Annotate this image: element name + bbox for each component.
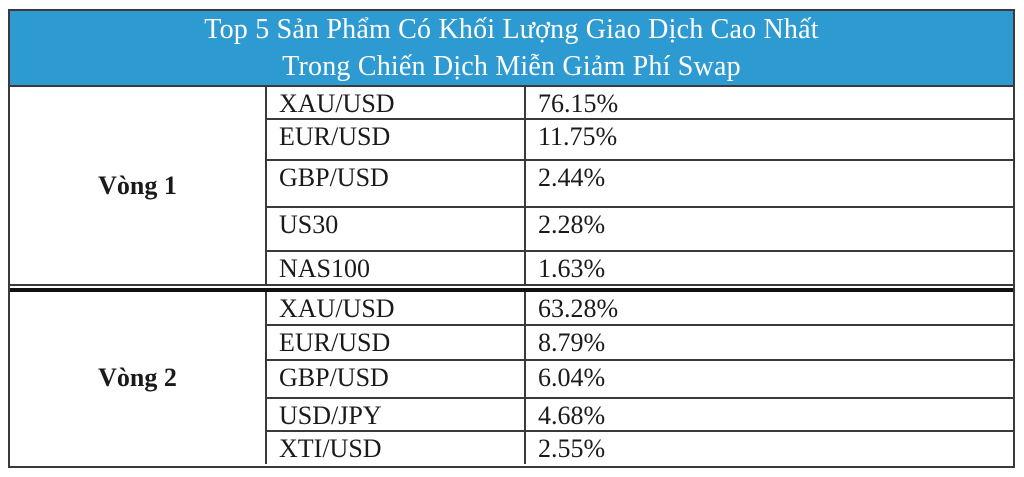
share-cell: 8.79%	[526, 326, 1013, 361]
product-cell: US30	[267, 208, 526, 252]
share-cell: 76.15%	[526, 87, 1013, 120]
section-vong-1: Vòng 1 XAU/USD 76.15% EUR/USD 11.75% GBP…	[10, 87, 1013, 286]
section-divider	[10, 288, 1013, 292]
round-label: Vòng 1	[10, 87, 267, 284]
product-cell: EUR/USD	[267, 326, 526, 361]
product-cell: XTI/USD	[267, 432, 526, 464]
share-cell: 2.44%	[526, 161, 1013, 208]
product-cell: XAU/USD	[267, 292, 526, 326]
product-cell: GBP/USD	[267, 361, 526, 399]
product-cell: XAU/USD	[267, 87, 526, 120]
table-title-line2: Trong Chiến Dịch Miễn Giảm Phí Swap	[282, 51, 741, 82]
share-cell: 63.28%	[526, 292, 1013, 326]
share-cell: 1.63%	[538, 254, 606, 283]
round-label: Vòng 2	[10, 292, 267, 464]
share-cell: 4.68%	[526, 399, 1013, 432]
product-cell: NAS100	[267, 252, 526, 284]
share-cell: 2.28%	[526, 208, 1013, 252]
section-vong-2: Vòng 2 XAU/USD 63.28% EUR/USD 8.79% GBP/…	[10, 292, 1013, 464]
swap-top5-table: Top 5 Sản Phẩm Có Khối Lượng Giao Dịch C…	[8, 9, 1015, 468]
product-cell: EUR/USD	[267, 120, 526, 161]
table-title-line1: Top 5 Sản Phẩm Có Khối Lượng Giao Dịch C…	[204, 14, 819, 45]
table-header: Top 5 Sản Phẩm Có Khối Lượng Giao Dịch C…	[10, 11, 1013, 87]
share-cell: 11.75%	[526, 120, 1013, 161]
product-cell: GBP/USD	[267, 161, 526, 208]
share-cell: 2.55%	[538, 434, 606, 463]
share-cell: 6.04%	[526, 361, 1013, 399]
product-cell: USD/JPY	[267, 399, 526, 432]
